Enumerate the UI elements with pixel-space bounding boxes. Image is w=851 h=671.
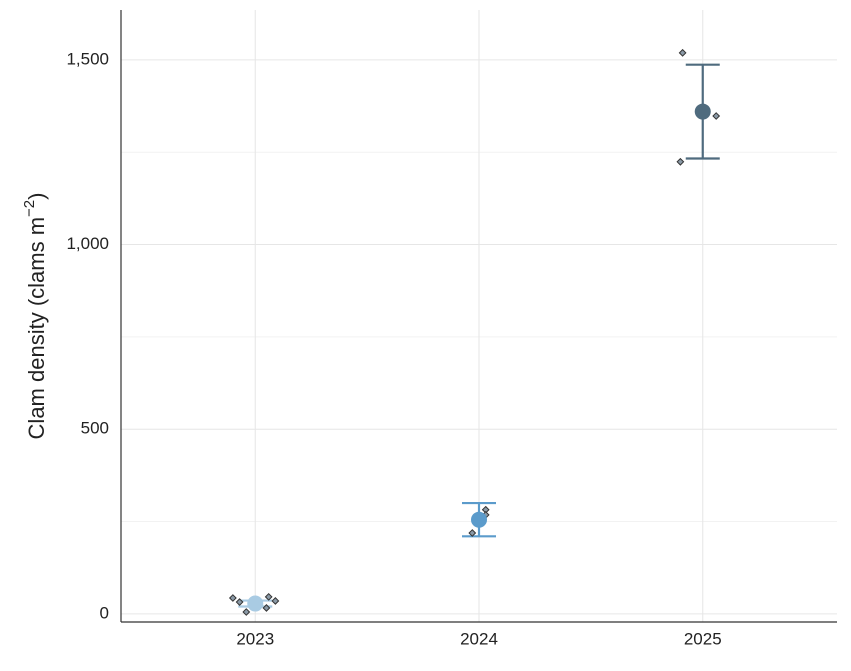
data-point — [235, 598, 244, 606]
data-point — [262, 604, 271, 612]
data-point — [228, 594, 237, 602]
y-tick-label: 1,500 — [66, 49, 109, 68]
data-point — [468, 529, 477, 537]
y-tick-label: 500 — [81, 419, 109, 438]
data-point — [242, 608, 251, 616]
data-point — [676, 157, 685, 166]
x-tick-label: 2025 — [684, 629, 722, 648]
y-label-text: Clam density (clams m — [24, 217, 49, 439]
mean-point — [247, 595, 264, 612]
mean-point — [694, 103, 711, 120]
y-label-end: ) — [24, 193, 49, 200]
data-point — [264, 592, 273, 601]
y-label-sup: −2 — [21, 200, 38, 217]
x-tick-label: 2024 — [460, 629, 498, 648]
y-axis-label: Clam density (clams m−2) — [21, 193, 49, 440]
data-point — [712, 112, 721, 120]
data-point — [678, 48, 687, 57]
data-point — [271, 597, 280, 605]
y-tick-label: 1,000 — [66, 234, 109, 253]
mean-point — [471, 511, 487, 528]
x-tick-label: 2023 — [236, 629, 274, 648]
y-tick-label: 0 — [100, 603, 109, 622]
